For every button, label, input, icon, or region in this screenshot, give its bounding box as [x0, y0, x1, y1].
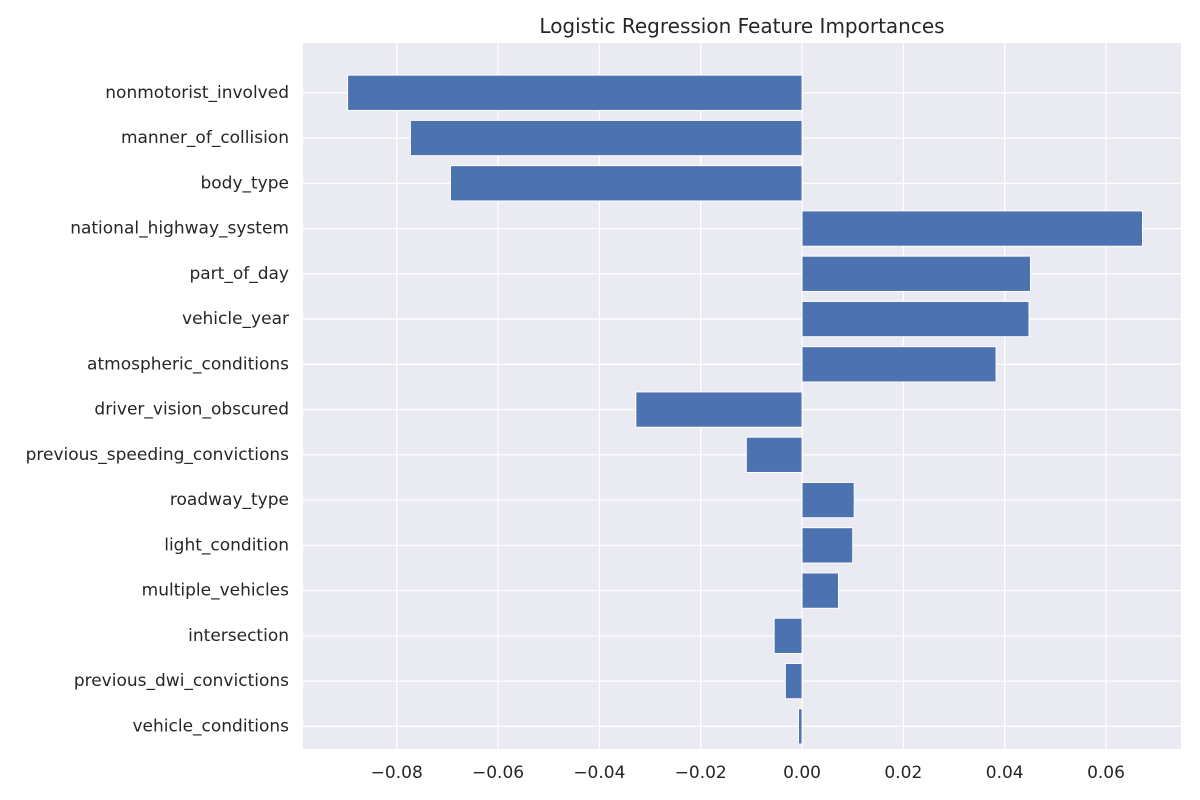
x-tick-label: −0.02: [675, 763, 727, 783]
bar-driver-vision-obscured: [635, 391, 803, 428]
x-tick-label: 0.04: [986, 763, 1024, 783]
bar-light-condition: [801, 527, 854, 564]
category-label: previous_speeding_convictions: [26, 445, 290, 465]
category-label: vehicle_year: [182, 309, 289, 329]
category-label: vehicle_conditions: [132, 716, 289, 736]
bar-previous-dwi-convictions: [784, 662, 803, 700]
bar-atmospheric-conditions: [801, 346, 997, 383]
category-label: previous_dwi_convictions: [74, 671, 289, 691]
bar-vehicle-year: [801, 300, 1030, 338]
x-tick-label: −0.04: [573, 763, 625, 783]
category-label: manner_of_collision: [121, 128, 289, 148]
category-label: national_highway_system: [70, 219, 289, 239]
x-tick-labels: −0.08 −0.06 −0.04 −0.02 0.00 0.02 0.04 0.06: [371, 763, 1125, 783]
bar-multiple-vehicles: [801, 572, 840, 609]
category-label: light_condition: [164, 535, 289, 555]
category-labels: nonmotorist_involved manner_of_collisionb…: [26, 83, 290, 737]
chart-title: Logistic Regression Feature Importances: [539, 14, 944, 38]
bar-part-of-day: [801, 255, 1032, 292]
category-label: atmospheric_conditions: [87, 354, 289, 374]
category-label: intersection: [188, 626, 289, 646]
bar-manner-of-collision: [409, 119, 803, 157]
category-label: driver_vision_obscured: [94, 400, 289, 420]
category-label: multiple_vehicles: [142, 581, 289, 601]
category-label: part_of_day: [189, 264, 289, 284]
x-tick-label: 0.00: [783, 763, 821, 783]
x-tick-label: −0.08: [371, 763, 423, 783]
bar-vehicle-conditions: [797, 708, 803, 745]
bar-body-type: [449, 165, 803, 202]
category-label: roadway_type: [170, 490, 289, 510]
bars: [347, 74, 1143, 745]
x-tick-label: 0.02: [884, 763, 922, 783]
bar-nonmotorist-involved: [347, 74, 803, 111]
bar-previous-speeding-convictions: [745, 436, 803, 473]
bar-national-highway-system: [801, 210, 1143, 247]
x-tick-label: 0.06: [1087, 763, 1125, 783]
category-label: nonmotorist_involved: [105, 83, 289, 103]
bar-roadway-type: [801, 481, 855, 519]
category-label: body_type: [200, 173, 289, 193]
bar-intersection: [773, 617, 803, 655]
x-tick-label: −0.06: [472, 763, 524, 783]
